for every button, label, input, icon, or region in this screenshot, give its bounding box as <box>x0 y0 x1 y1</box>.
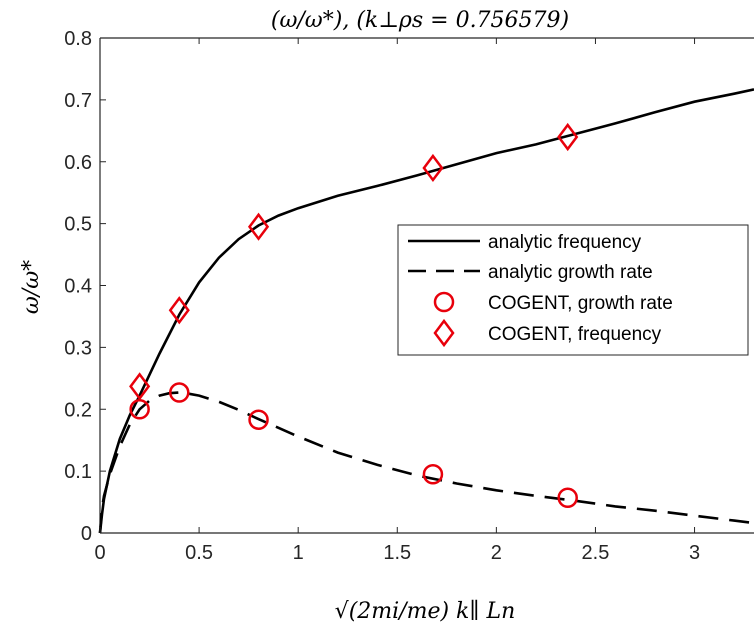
series-line-0 <box>98 88 754 534</box>
legend-box <box>397 224 749 356</box>
legend-marker-circle <box>433 291 455 313</box>
y-tick-label: 0 <box>81 523 92 545</box>
y-tick-label: 0.5 <box>64 214 92 236</box>
data-point-diamond <box>422 153 444 183</box>
y-tick-label: 0.4 <box>64 276 92 298</box>
data-point-diamond <box>129 372 151 401</box>
ticks-layer: 0 0.5 1 1.5 2 2.5 3 0 0.1 0.2 0.3 0.4 0.5 0.6 0.7 0.8 <box>64 28 700 564</box>
y-tick-label: 0.1 <box>64 461 92 483</box>
data-point-diamond <box>168 296 190 325</box>
y-tick-label: 0.7 <box>64 90 92 112</box>
data-point-diamond <box>247 212 270 241</box>
data-point-circle <box>422 463 444 485</box>
data-point-circle <box>557 487 578 508</box>
x-tick-label: 3 <box>689 542 700 564</box>
legend: analytic frequency analytic growth rate … <box>397 224 749 356</box>
x-tick-label: 1.5 <box>383 542 411 564</box>
legend-label-frequency: analytic frequency <box>488 232 642 253</box>
x-tick-label: 0.5 <box>185 542 213 564</box>
series-layer <box>98 88 754 534</box>
legend-marker-diamond <box>433 318 455 348</box>
series-line-1 <box>98 391 754 534</box>
x-tick-label: 1 <box>293 542 304 564</box>
x-tick-label: 0 <box>94 542 105 564</box>
data-point-circle <box>248 409 269 431</box>
legend-label-cogent-frequency: COGENT, frequency <box>488 324 662 345</box>
y-tick-label: 0.3 <box>64 337 92 359</box>
x-tick-label: 2 <box>491 542 502 564</box>
y-axis-label: ω/ω* <box>19 260 44 314</box>
y-tick-label: 0.2 <box>64 399 92 421</box>
data-point-diamond <box>557 122 579 152</box>
x-tick-label: 2.5 <box>582 542 610 564</box>
y-tick-label: 0.6 <box>64 152 92 174</box>
chart-title: (ω/ω*), (k⊥ρs = 0.756579) <box>271 8 569 33</box>
legend-label-growth: analytic growth rate <box>488 262 653 283</box>
legend-label-cogent-growth: COGENT, growth rate <box>488 293 673 314</box>
x-axis-label: √(2mi/me) k∥ Ln <box>335 599 516 624</box>
data-point-circle <box>169 382 190 403</box>
y-tick-label: 0.8 <box>64 28 92 50</box>
